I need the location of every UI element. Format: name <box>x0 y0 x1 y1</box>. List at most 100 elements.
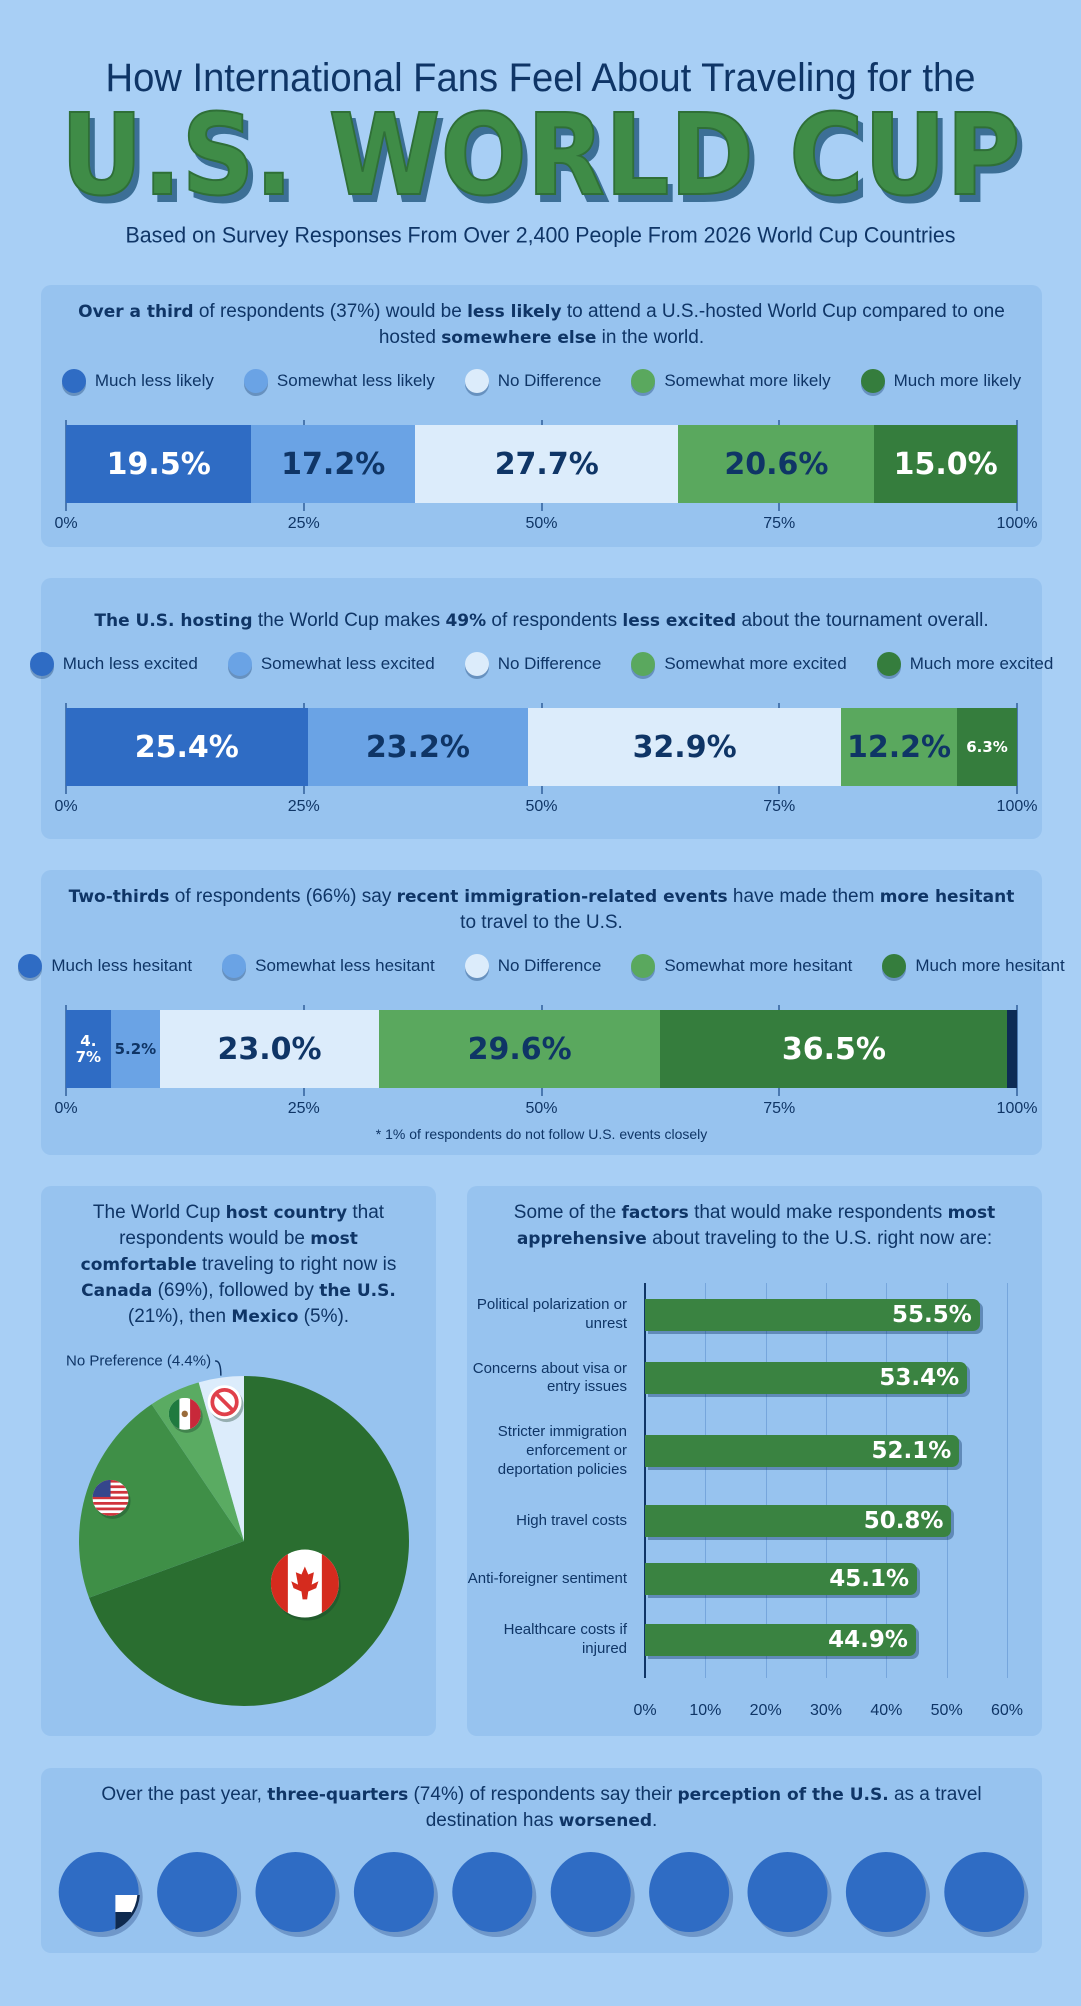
panel: Two-thirds of respondents (66%) say rece… <box>18 870 1065 1155</box>
bar-segment: 36.5% <box>660 1010 1008 1088</box>
slice-label: No Preference (4.4%) <box>66 1353 211 1370</box>
legend: Much less excited Somewhat less excited No… <box>29 650 1053 678</box>
tick-line <box>1016 420 1018 511</box>
legend-label: Much more excited <box>909 654 1054 673</box>
category-label: Healthcare costs if injured <box>503 1621 627 1657</box>
caption-emphasis: host country <box>225 1203 348 1223</box>
value-label: 23.2% <box>365 729 470 765</box>
caption-text: to travel to the U.S. <box>460 912 623 933</box>
icon-body <box>270 1549 339 1618</box>
legend-label: Somewhat more excited <box>664 654 847 673</box>
caption-text: (5%). <box>298 1306 350 1327</box>
x-tick-label: 50% <box>525 798 558 815</box>
grid-line <box>765 1283 767 1678</box>
legend-label: Much more likely <box>893 371 1022 390</box>
x-tick-label: 75% <box>763 798 796 815</box>
bar-area: 0% 25% 50% 75% 100% 19.5% 17.2% 27.7% 20.6% 15.0% <box>54 420 1037 532</box>
bar-segment: 12.2% <box>841 708 958 786</box>
icon-empty <box>255 1852 336 1932</box>
value-label: 25.4% <box>134 729 239 765</box>
icon-empty <box>747 1852 828 1932</box>
bar-segment: 6.3% <box>957 708 1017 786</box>
legend-swatch <box>464 369 489 393</box>
caption-text: the World Cup makes <box>252 610 446 631</box>
bar: 45.1% <box>645 1563 918 1596</box>
caption-emphasis: perception of the U.S. <box>677 1785 889 1805</box>
x-tick-label: 25% <box>287 1100 320 1117</box>
caption-emphasis: Over a third <box>78 302 194 322</box>
icon-row <box>41 1848 1029 1937</box>
grid-line <box>705 1283 707 1678</box>
legend-item: Much more likely <box>860 369 1022 393</box>
icon-body <box>92 1479 129 1516</box>
grid-line <box>886 1283 888 1678</box>
value-label: 15.0% <box>893 446 998 482</box>
legend-label: Somewhat less hesitant <box>255 956 435 975</box>
bar-area: 0% 25% 50% 75% 100% 25.4% 23.2% 32.9% 12.2% 6.3% <box>54 703 1037 815</box>
caption-emphasis: The U.S. hosting <box>94 611 253 631</box>
legend-label: Much less likely <box>94 371 214 390</box>
legend-swatch <box>631 954 656 978</box>
bar-segment: 23.0% <box>160 1010 379 1088</box>
legend-item: Much less likely <box>61 369 214 393</box>
legend-item: Somewhat less hesitant <box>222 954 435 978</box>
legend: Much less hesitant Somewhat less hesitant… <box>18 952 1065 980</box>
flag-stripe <box>92 1513 129 1516</box>
legend-label: No Difference <box>497 371 602 390</box>
bar-rows: Political polarization or unrest 55.5% Con… <box>467 1296 1042 1659</box>
legend-label: No Difference <box>497 654 602 673</box>
legend-label: Somewhat less likely <box>276 371 435 390</box>
value-label: 4.7% <box>75 1031 102 1066</box>
bar-segment: 23.2% <box>307 708 529 786</box>
legend-swatch <box>631 369 656 393</box>
bar-chart: 0% 10% 20% 30% 40% 50% 60% Political polarizati… <box>467 1283 1042 1719</box>
legend-swatch <box>227 652 252 676</box>
legend-label: Much less hesitant <box>51 956 193 975</box>
headline: U.S. WORLD CUP <box>61 91 1021 221</box>
caption-text: about traveling to the U.S. right now ar… <box>646 1228 993 1249</box>
caption: Over a third of respondents (37%) would … <box>66 299 1017 351</box>
value-label: 19.5% <box>106 446 211 482</box>
value-label: 52.1% <box>871 1438 952 1465</box>
caption-emphasis: Two-thirds <box>68 887 170 907</box>
bar: 52.1% <box>645 1435 960 1468</box>
tick-line <box>1016 703 1018 794</box>
bar-segment: 17.2% <box>251 425 415 503</box>
flag-band <box>190 1397 201 1430</box>
caption-emphasis: most comfortable <box>80 1229 358 1275</box>
x-tick-label: 75% <box>763 515 796 532</box>
caption-emphasis: Mexico <box>231 1307 299 1327</box>
no-ring <box>210 1387 239 1417</box>
bar-row: Political polarization or unrest 55.5% <box>467 1296 1042 1334</box>
bar-row: Anti-foreigner sentiment 45.1% <box>467 1563 1042 1596</box>
x-tick-label: 30% <box>809 1702 843 1719</box>
value-label: 20.6% <box>724 446 829 482</box>
value-label: 36.5% <box>781 1031 886 1067</box>
bar-segment: 19.5% <box>66 425 252 503</box>
legend-swatch <box>61 369 86 393</box>
panel: The World Cup host country that responde… <box>41 1186 436 1736</box>
legend-item: Somewhat less excited <box>227 652 435 676</box>
footnote: * 1% of respondents do not follow U.S. e… <box>375 1126 708 1142</box>
legend-swatch <box>882 954 907 978</box>
legend: Much less likely Somewhat less likely No D… <box>61 367 1021 395</box>
icon-empty <box>845 1852 926 1932</box>
legend-item: No Difference <box>464 369 602 393</box>
value-label: 53.4% <box>879 1365 960 1392</box>
value-label: 5.2% <box>114 1039 157 1058</box>
x-tick-label: 0% <box>633 1702 657 1719</box>
x-tick-label: 50% <box>525 1100 558 1117</box>
bar-segment: 29.6% <box>378 1010 661 1088</box>
x-tick-label: 25% <box>287 515 320 532</box>
x-tick-label: 20% <box>749 1702 782 1719</box>
caption-text: that respondents would be <box>119 1202 385 1249</box>
legend-swatch <box>29 652 54 676</box>
x-tick-label: 60% <box>990 1702 1024 1719</box>
caption-emphasis: Canada <box>81 1281 153 1301</box>
value-label: 29.6% <box>467 1031 572 1067</box>
legend-item: Much more excited <box>876 652 1054 676</box>
bar-row: Concerns about visa or entry issues 53.4% <box>467 1360 1042 1398</box>
caption-text: have made them <box>727 886 880 907</box>
legend-swatch <box>464 652 489 676</box>
bar-segment: 32.9% <box>528 708 842 786</box>
